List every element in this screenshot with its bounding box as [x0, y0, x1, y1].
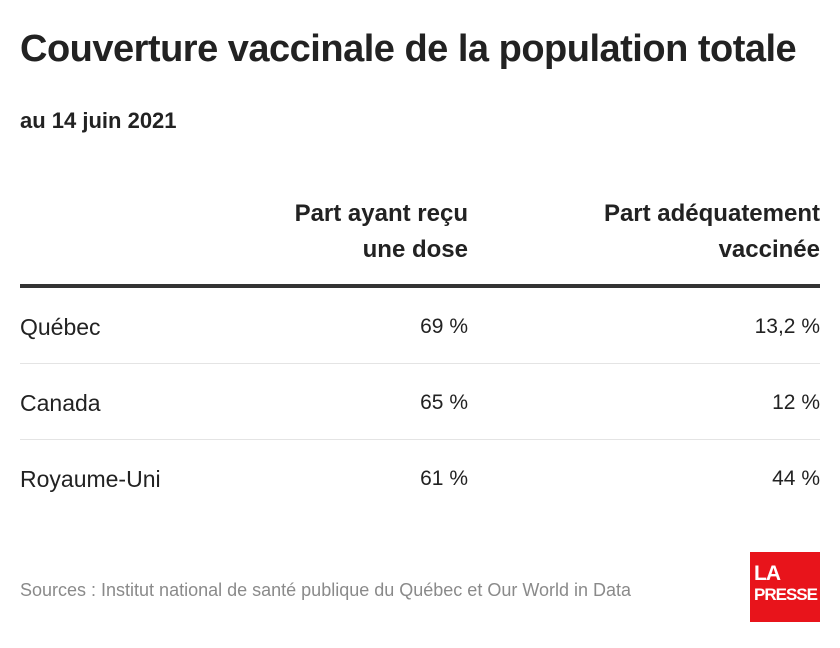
- column-header-fully-vaccinated-line1: Part adéquatement: [603, 200, 820, 227]
- cell-fully-vaccinated: 12 %: [772, 391, 820, 414]
- cell-one-dose: 69 %: [420, 315, 468, 338]
- column-header-fully-vaccinated: Part adéquatement vaccinée: [520, 196, 820, 268]
- column-header-one-dose-line1: Part ayant reçu: [294, 200, 468, 227]
- column-header-one-dose-line2: une dose: [362, 236, 468, 263]
- cell-one-dose: 61 %: [420, 467, 468, 490]
- logo-line2: PRESSE: [754, 585, 818, 604]
- table-header: Part ayant reçu une dose Part adéquateme…: [20, 190, 820, 288]
- chart-subtitle: au 14 juin 2021: [20, 108, 177, 133]
- table-row-canada: Canada 65 % 12 %: [20, 364, 820, 440]
- table-row-quebec: Québec 69 % 13,2 %: [20, 288, 820, 364]
- cell-one-dose: 65 %: [420, 391, 468, 414]
- data-table: Part ayant reçu une dose Part adéquateme…: [20, 190, 820, 515]
- row-label: Canada: [20, 390, 101, 416]
- logo-line1: LA: [754, 562, 781, 585]
- column-header-fully-vaccinated-line2: vaccinée: [718, 236, 820, 263]
- table-row-royaume-uni: Royaume-Uni 61 % 44 %: [20, 440, 820, 515]
- row-label: Royaume-Uni: [20, 466, 161, 492]
- chart-title: Couverture vaccinale de la population to…: [20, 28, 797, 70]
- cell-fully-vaccinated: 44 %: [772, 467, 820, 490]
- column-header-one-dose: Part ayant reçu une dose: [208, 196, 468, 268]
- source-note: Sources : Institut national de santé pub…: [20, 580, 632, 600]
- cell-fully-vaccinated: 13,2 %: [754, 315, 820, 338]
- row-label: Québec: [20, 314, 101, 340]
- la-presse-logo: LA PRESSE: [750, 552, 820, 622]
